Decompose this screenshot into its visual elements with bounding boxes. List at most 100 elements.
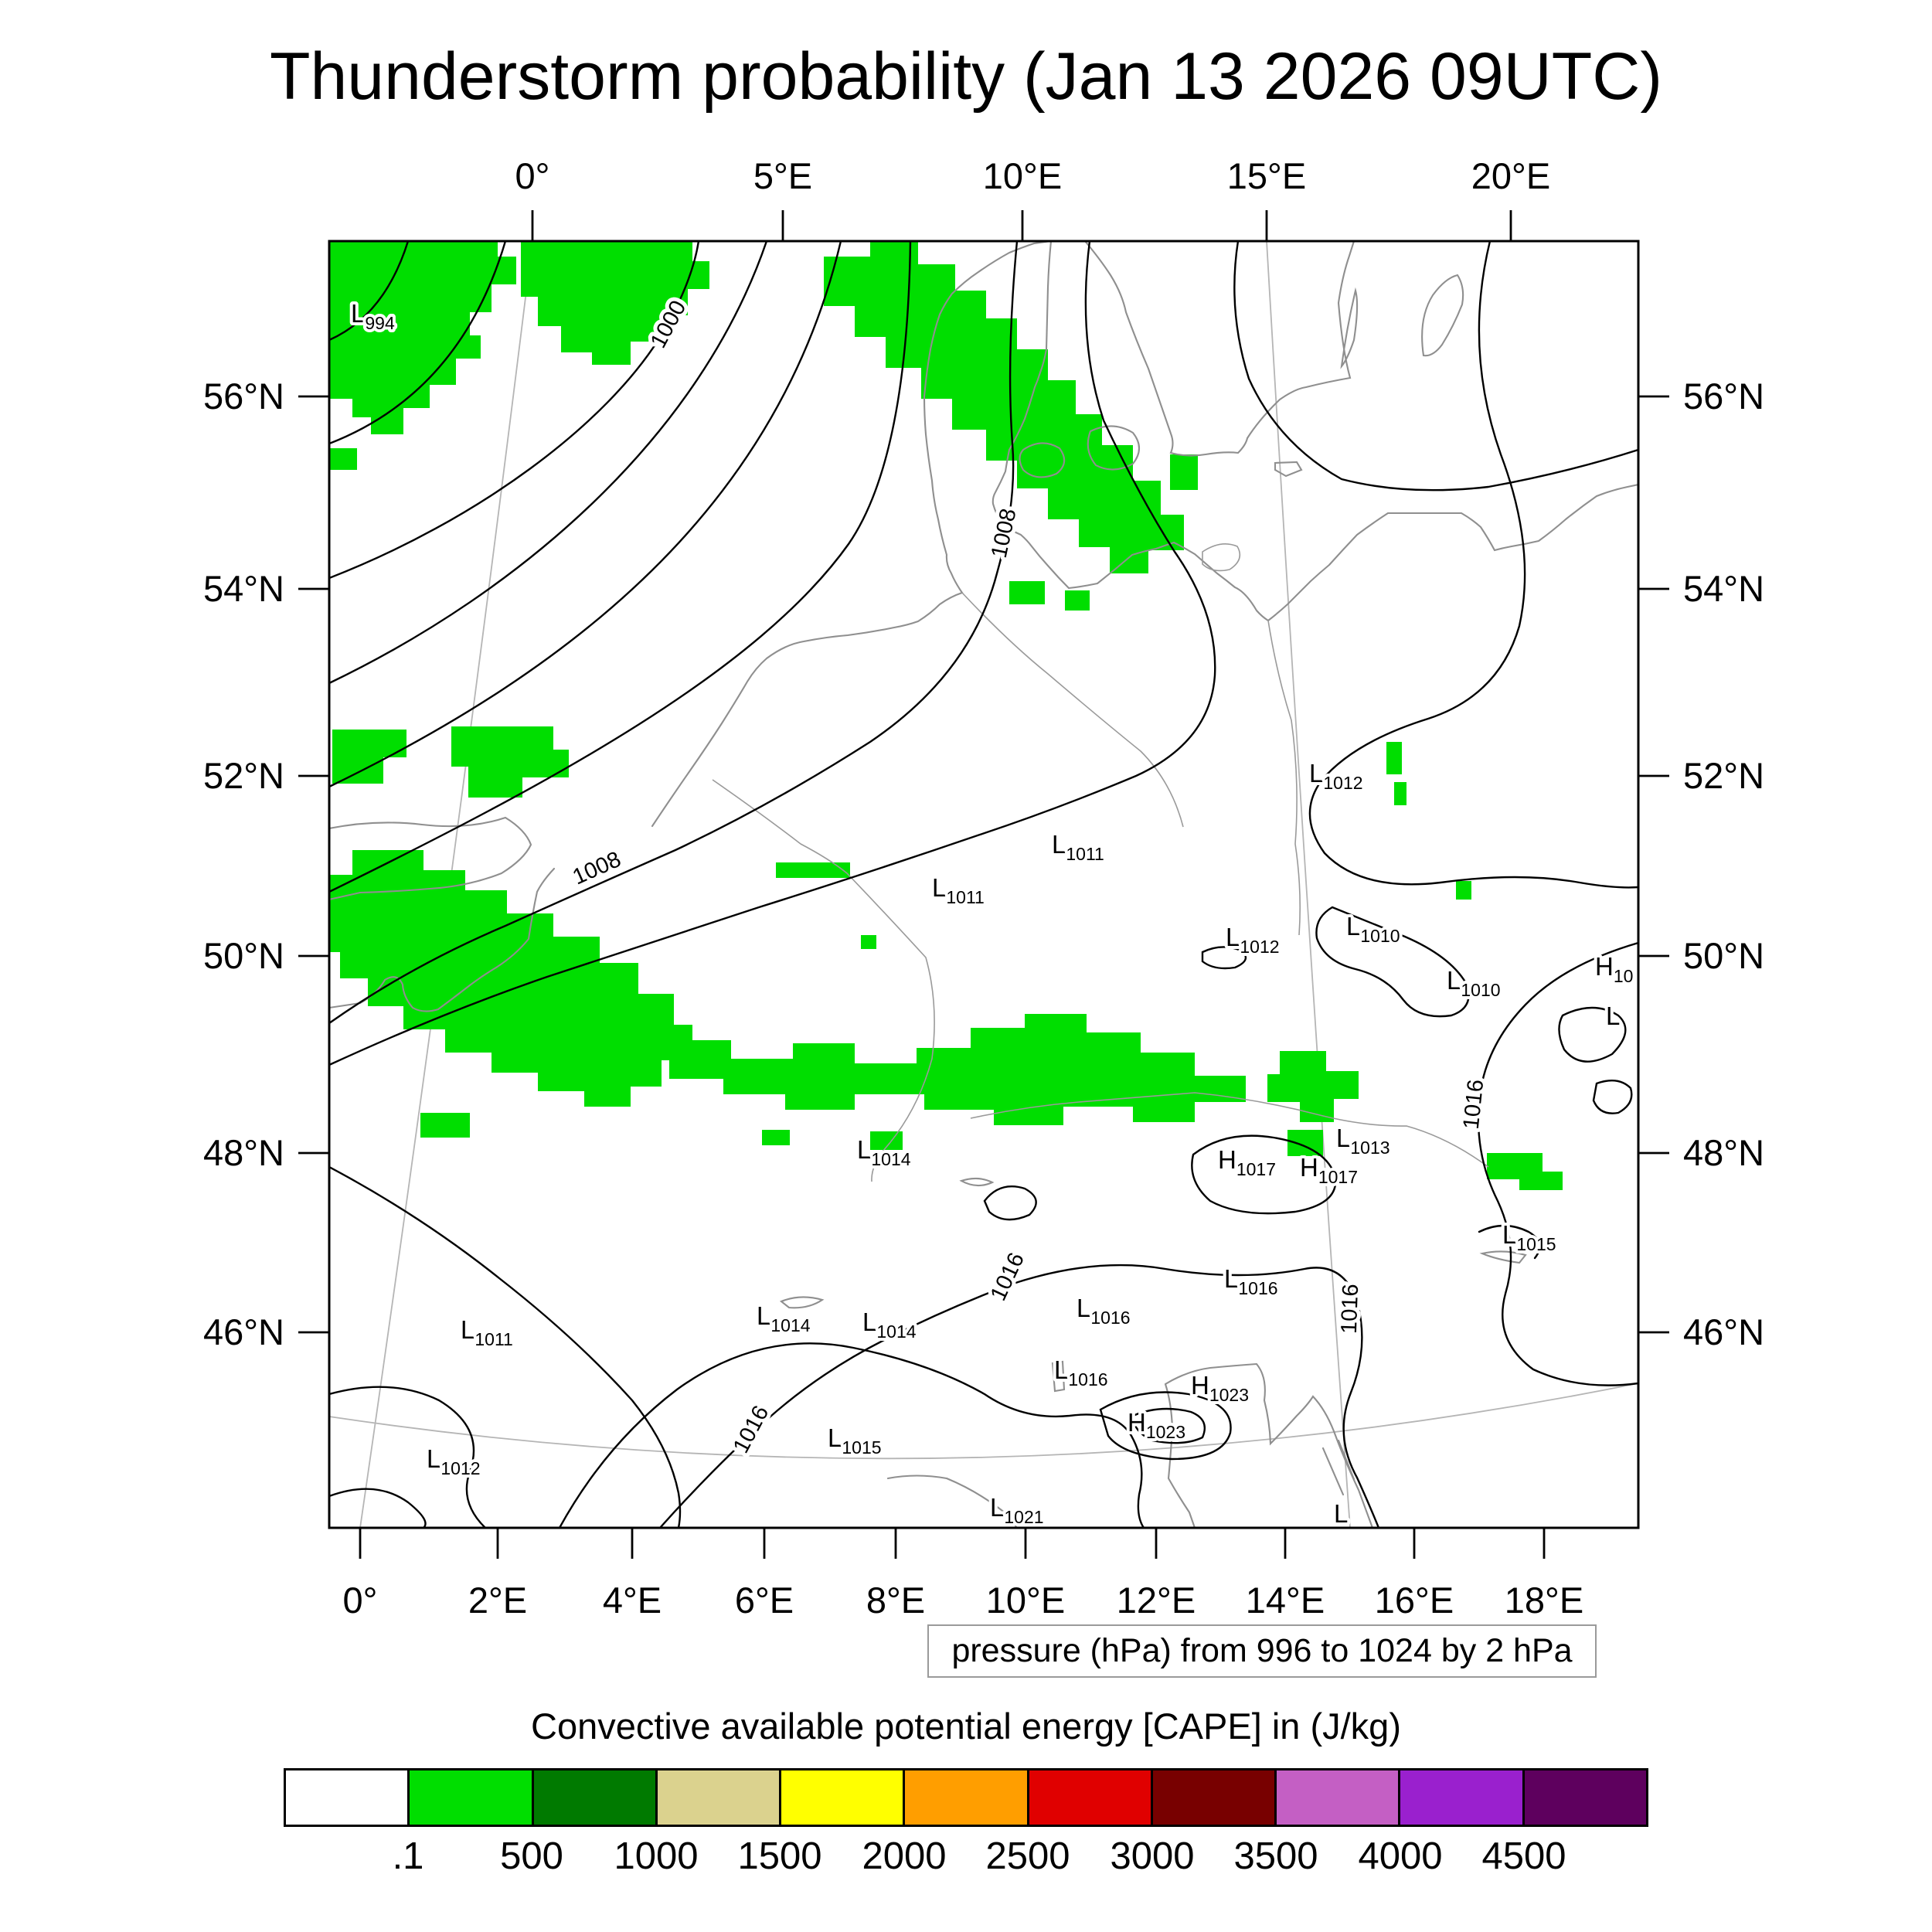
- pressure-center-label: L1016: [1224, 1264, 1278, 1298]
- x-axis-bottom-label: 6°E: [735, 1580, 794, 1621]
- colorbar-cell: [655, 1770, 780, 1825]
- pressure-center-label: L1012: [1309, 759, 1363, 793]
- isobar-path: [329, 241, 700, 580]
- cape-region: [329, 448, 357, 470]
- cape-region: [1267, 1051, 1359, 1122]
- colorbar-cell: [531, 1770, 655, 1825]
- isobar-path: [1558, 1006, 1627, 1063]
- colorbar-cell: [407, 1770, 532, 1825]
- isobar-path: [329, 241, 410, 342]
- y-axis-left-label: 56°N: [203, 376, 284, 417]
- y-axis-left-label: 50°N: [203, 935, 284, 976]
- x-axis-bottom-label: 4°E: [603, 1580, 662, 1621]
- pressure-center-label: L994: [351, 299, 395, 333]
- cape-region: [1456, 881, 1471, 900]
- colorbar-tick-label: 4000: [1358, 1835, 1443, 1877]
- pressure-center-label: L1010: [1346, 912, 1400, 946]
- isobar-path: [329, 241, 842, 788]
- isobar-label: 1008: [569, 847, 624, 889]
- isobar-path: [329, 1165, 682, 1528]
- cape-region: [762, 1130, 790, 1145]
- isobar-path: [983, 1185, 1037, 1221]
- cape-region: [1009, 581, 1045, 604]
- coastline-path: [1019, 425, 1303, 478]
- colorbar-cell: [1398, 1770, 1522, 1825]
- cape-region: [329, 850, 692, 1107]
- colorbar-tick-label: 4500: [1481, 1835, 1566, 1877]
- y-axis-left-label: 54°N: [203, 568, 284, 609]
- cape-region: [1287, 1130, 1323, 1156]
- cape-region: [451, 726, 569, 798]
- isobar-path: [1191, 1134, 1337, 1215]
- colorbar-cell: [1026, 1770, 1151, 1825]
- x-axis-top-label: 0°: [515, 155, 550, 196]
- x-axis-bottom-label: 2°E: [468, 1580, 527, 1621]
- x-axis-bottom-label: 8°E: [866, 1580, 925, 1621]
- pressure-center-label: L1012: [427, 1444, 481, 1478]
- isobar-path: [329, 241, 1216, 1066]
- parallel-45N: [329, 1383, 1638, 1460]
- isobar-label: 1016: [729, 1402, 774, 1458]
- pressure-center-label: H1023: [1191, 1371, 1249, 1405]
- graticule-lines: [329, 241, 1638, 1528]
- pressure-center-label: L1016: [1077, 1294, 1131, 1328]
- y-axis-right-label: 46°N: [1683, 1311, 1764, 1352]
- x-axis-bottom-label: 14°E: [1246, 1580, 1325, 1621]
- cape-shading: [329, 241, 1563, 1190]
- cape-region: [669, 1014, 1246, 1125]
- isobar-path: [1308, 241, 1638, 889]
- isobar-path: [329, 1386, 487, 1528]
- x-axis-top-label: 10°E: [983, 155, 1062, 196]
- pressure-center-label: L1011: [461, 1315, 513, 1349]
- pressure-center-label: H1023: [1128, 1408, 1185, 1442]
- cape-region: [776, 862, 850, 878]
- pressure-center-label: L1015: [828, 1423, 882, 1458]
- y-axis-right-label: 54°N: [1683, 568, 1764, 609]
- isobar-path: [1592, 1079, 1633, 1114]
- pressure-center-label: L1011: [1052, 830, 1104, 864]
- y-axis-right-label: 50°N: [1683, 935, 1764, 976]
- colorbar-cell: [779, 1770, 903, 1825]
- colorbar-tick-labels: .1 500 1000 1500 2000 2500 3000 3500 400…: [284, 1835, 1648, 1884]
- river-path: [712, 543, 1489, 1182]
- isobar-path: [1477, 941, 1638, 1386]
- colorbar-cell: [1274, 1770, 1399, 1825]
- x-axis-top-label: 20°E: [1471, 155, 1550, 196]
- pressure-center-label: L1015: [1502, 1220, 1556, 1254]
- isobar-path: [1478, 1224, 1541, 1260]
- colorbar-title: Convective available potential energy [C…: [531, 1706, 1401, 1747]
- colorbar-cell: [903, 1770, 1027, 1825]
- isobar-path: [329, 241, 912, 893]
- colorbar-tick-label: 1000: [614, 1835, 699, 1877]
- pressure-center-label: L1011: [932, 873, 985, 907]
- x-axis-bottom-label: 12°E: [1117, 1580, 1196, 1621]
- pressure-center-label: L1021: [990, 1493, 1044, 1527]
- cape-region: [1170, 454, 1198, 490]
- isobar-label: 1016: [986, 1249, 1029, 1304]
- cape-region: [420, 1113, 470, 1138]
- lake-outline: [779, 1177, 1527, 1393]
- pressure-note-box: pressure (hPa) from 996 to 1024 by 2 hPa: [927, 1624, 1597, 1678]
- isobar-path: [1131, 1407, 1206, 1444]
- map-frame: [328, 240, 1640, 1529]
- pressure-center-label: L1016: [1054, 1355, 1108, 1389]
- x-axis-bottom-label: 0°: [343, 1580, 378, 1621]
- axis-labels: 0° 5°E 10°E 15°E 20°E 0° 2°E 4°E 6°E 8°E…: [203, 155, 1764, 1621]
- pressure-center-label: H1017: [1218, 1145, 1276, 1179]
- pressure-center-label: L1010: [1447, 966, 1501, 1000]
- pressure-note-text: pressure (hPa) from 996 to 1024 by 2 hPa: [951, 1632, 1573, 1669]
- isobar-path: [329, 241, 507, 445]
- isobar-path: [1315, 906, 1470, 1018]
- cape-region: [1394, 782, 1406, 805]
- colorbar-cell: [286, 1770, 408, 1825]
- x-axis-top-label: 15°E: [1227, 155, 1306, 196]
- isobar-path: [1233, 241, 1638, 492]
- cape-region: [1487, 1153, 1563, 1190]
- chart-title: Thunderstorm probability (Jan 13 2026 09…: [269, 39, 1663, 114]
- y-axis-right-label: 52°N: [1683, 755, 1764, 796]
- x-axis-bottom-label: 18°E: [1505, 1580, 1583, 1621]
- isobar-path: [558, 1342, 1145, 1528]
- isobar-path: [329, 241, 768, 685]
- pressure-center-label: L: [1606, 1002, 1620, 1030]
